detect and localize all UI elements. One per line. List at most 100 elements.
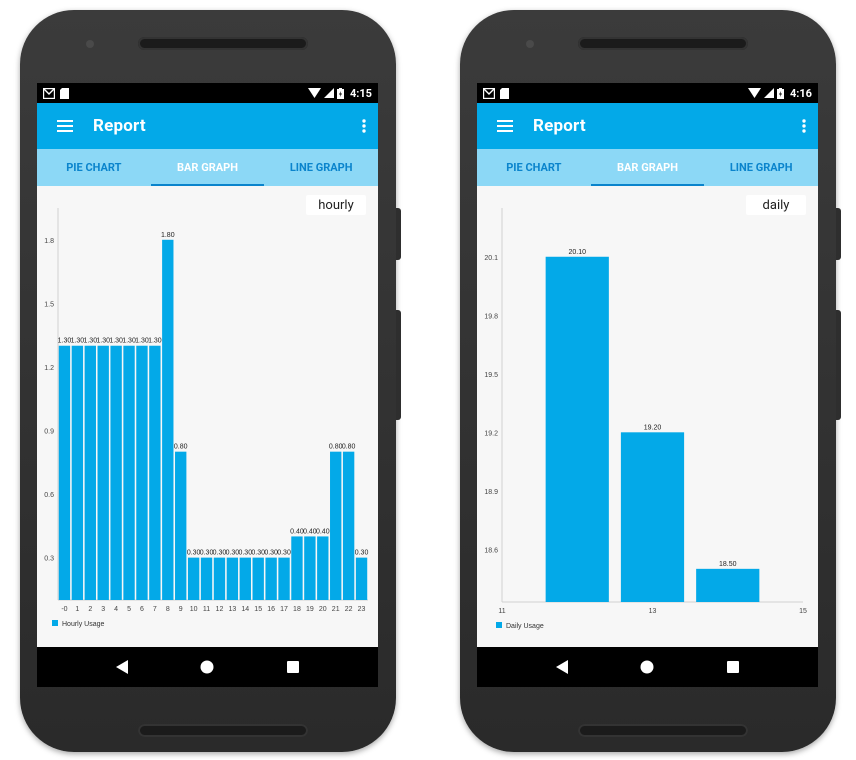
x-tick-label: 15 xyxy=(254,606,262,613)
bar-value-label: 1.30 xyxy=(148,338,162,345)
volume-button xyxy=(396,310,401,420)
chart-bar xyxy=(162,239,174,600)
y-tick-label: 0.3 xyxy=(44,556,54,563)
bar-value-label: 0.80 xyxy=(174,444,188,451)
bar-value-label: 1.30 xyxy=(122,338,136,345)
bar-value-label: 1.80 xyxy=(161,232,175,239)
status-bar: 4:16 xyxy=(477,83,818,103)
wifi-icon xyxy=(307,88,321,98)
status-time: 4:16 xyxy=(789,86,812,100)
bar-value-label: 0.30 xyxy=(200,550,214,557)
tab-bar-graph[interactable]: BAR GRAPH xyxy=(590,149,705,186)
bar-value-label: 0.40 xyxy=(290,528,304,535)
period-selector[interactable]: daily xyxy=(746,195,806,215)
x-tick-label: -0 xyxy=(61,606,67,613)
chart-bar xyxy=(252,557,264,600)
bar-value-label: 1.30 xyxy=(109,338,123,345)
y-tick-label: 1.5 xyxy=(44,301,54,308)
status-time: 4:15 xyxy=(349,86,372,100)
more-vert-icon[interactable] xyxy=(790,119,818,133)
x-tick-label: 22 xyxy=(345,606,353,613)
tab-pie-chart[interactable]: PIE CHART xyxy=(506,161,562,174)
wifi-icon xyxy=(747,88,761,98)
y-tick-label: 18.6 xyxy=(484,547,498,554)
x-tick-label: 12 xyxy=(216,606,224,613)
chart-bar xyxy=(342,451,355,600)
bottom-speaker xyxy=(138,724,308,737)
back-icon[interactable] xyxy=(102,647,142,687)
home-icon[interactable] xyxy=(627,647,667,687)
tab-bar-graph[interactable]: BAR GRAPH xyxy=(150,149,265,186)
chart-bar xyxy=(317,536,329,600)
y-tick-label: 19.8 xyxy=(484,313,498,320)
chart-bar xyxy=(175,451,187,600)
x-tick-label: 17 xyxy=(280,606,288,613)
recents-icon[interactable] xyxy=(713,647,753,687)
chart-bar xyxy=(58,345,71,600)
tab-line-graph[interactable]: LINE GRAPH xyxy=(729,161,793,174)
x-tick-label: 15 xyxy=(799,608,807,615)
tab-line-graph[interactable]: LINE GRAPH xyxy=(289,161,353,174)
bar-value-label: 1.30 xyxy=(96,338,110,345)
daily-bar-chart: 18.6 18.9 19.2 19.5 19.8 20.1 20.10 19.20 18.50 1… xyxy=(484,208,807,630)
earpiece-speaker xyxy=(138,37,308,50)
chart-bar xyxy=(265,557,277,600)
tab-pie-chart[interactable]: PIE CHART xyxy=(66,161,122,174)
bar-value-label: 0.30 xyxy=(355,550,369,557)
x-tick-label: 14 xyxy=(241,606,249,613)
bar-value-label: 0.30 xyxy=(213,550,227,557)
x-tick-label: 13 xyxy=(228,606,236,613)
hourly-bar-chart: 0.30.60.91.21.51.81.30 1.30 1.30 1.30 1.30 1.… xyxy=(44,208,369,628)
x-tick-label: 21 xyxy=(332,606,340,613)
chart-bar xyxy=(304,536,316,600)
app-bar: Report xyxy=(37,103,378,149)
x-tick-label: 16 xyxy=(267,606,275,613)
chart-bar xyxy=(123,345,135,600)
y-tick-label: 19.5 xyxy=(484,372,498,379)
recents-icon[interactable] xyxy=(273,647,313,687)
legend-label: Daily Usage xyxy=(506,623,544,630)
bar-value-label: 19.20 xyxy=(644,424,662,431)
y-tick-label: 1.2 xyxy=(44,365,54,372)
chart-bar xyxy=(545,256,609,602)
home-icon[interactable] xyxy=(187,647,227,687)
x-tick-label: 1 xyxy=(75,606,79,613)
chart-bar xyxy=(84,345,96,600)
chart-bar xyxy=(187,557,200,600)
x-tick-label: 6 xyxy=(140,606,144,613)
y-tick-label: 1.8 xyxy=(44,238,54,245)
chart-bar xyxy=(110,345,122,600)
chart-bar xyxy=(97,345,109,600)
phone-frame: 4:16 Report PIE CHART BAR GRAPH LINE GRA… xyxy=(460,10,841,752)
x-tick-label: 4 xyxy=(114,606,118,613)
x-tick-label: 5 xyxy=(127,606,131,613)
chart-bar xyxy=(291,536,303,600)
chart-bar xyxy=(149,345,161,600)
chart-bar xyxy=(71,345,84,600)
status-bar: 4:15 xyxy=(37,83,378,103)
x-tick-label: 2 xyxy=(88,606,92,613)
legend-swatch xyxy=(496,622,502,628)
back-icon[interactable] xyxy=(542,647,582,687)
period-selector[interactable]: hourly xyxy=(306,195,366,215)
y-tick-label: 20.1 xyxy=(484,255,498,262)
earpiece-speaker xyxy=(578,37,748,50)
chart-bar xyxy=(620,432,685,602)
more-vert-icon[interactable] xyxy=(350,119,378,133)
chart-bar xyxy=(696,568,760,602)
nav-bar xyxy=(477,647,818,687)
bar-value-label: 0.30 xyxy=(251,550,265,557)
app-title: Report xyxy=(93,116,146,136)
hamburger-icon[interactable] xyxy=(37,120,93,132)
bar-value-label: 0.30 xyxy=(277,550,291,557)
y-tick-label: 19.2 xyxy=(484,430,498,437)
bar-value-label: 0.30 xyxy=(226,550,240,557)
battery-icon xyxy=(776,87,784,99)
bar-value-label: 20.10 xyxy=(568,249,586,256)
app-title: Report xyxy=(533,116,586,136)
front-camera xyxy=(86,40,94,48)
x-tick-label: 19 xyxy=(306,606,314,613)
hamburger-icon[interactable] xyxy=(477,120,533,132)
power-button xyxy=(836,208,841,260)
front-camera xyxy=(526,40,534,48)
